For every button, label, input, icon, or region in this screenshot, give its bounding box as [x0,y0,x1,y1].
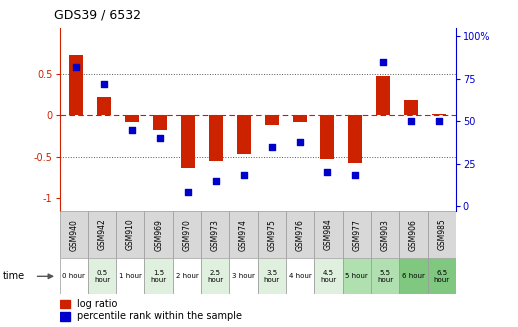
Bar [258,258,286,294]
Bar [258,211,286,258]
Text: 3 hour: 3 hour [232,273,255,279]
Text: GSM940: GSM940 [69,219,78,250]
Text: GSM977: GSM977 [352,219,361,250]
Bar [116,258,145,294]
Text: 6 hour: 6 hour [402,273,425,279]
Point [128,127,136,132]
Bar [321,115,335,159]
Bar [229,211,258,258]
Text: GSM906: GSM906 [409,219,418,250]
Point [295,139,304,144]
Bar [60,211,88,258]
Point [435,119,443,124]
Bar [201,211,229,258]
Text: GSM985: GSM985 [437,219,446,250]
Bar [371,211,399,258]
Text: 0 hour: 0 hour [62,273,85,279]
Text: 1 hour: 1 hour [119,273,142,279]
Text: GSM973: GSM973 [211,219,220,250]
Text: 3.5
hour: 3.5 hour [264,270,280,283]
Text: 5.5
hour: 5.5 hour [377,270,393,283]
Text: 4 hour: 4 hour [289,273,311,279]
Text: 1.5
hour: 1.5 hour [151,270,167,283]
Bar [69,55,83,115]
Bar [229,258,258,294]
Bar [265,115,279,125]
Text: GSM984: GSM984 [324,219,333,250]
Point [100,81,108,86]
Bar [286,258,314,294]
Bar [173,211,201,258]
Text: 5 hour: 5 hour [346,273,368,279]
Bar [314,258,342,294]
Bar [399,211,427,258]
Bar [173,258,201,294]
Bar [293,115,307,122]
Bar [153,115,167,130]
Text: 2.5
hour: 2.5 hour [207,270,223,283]
Bar [209,115,223,161]
Bar [88,258,116,294]
Text: GSM942: GSM942 [97,219,107,250]
Bar [145,258,173,294]
Point [156,135,164,141]
Point [72,64,80,69]
Bar [432,113,446,115]
Text: GSM910: GSM910 [126,219,135,250]
Bar [60,312,70,321]
Bar [314,211,342,258]
Point [240,173,248,178]
Point [267,144,276,149]
Bar [237,115,251,154]
Bar [376,76,390,115]
Bar [342,258,371,294]
Bar [116,211,145,258]
Bar [97,97,111,115]
Bar [145,211,173,258]
Point [351,173,359,178]
Bar [399,258,427,294]
Bar [371,258,399,294]
Point [379,59,387,64]
Text: time: time [3,271,25,281]
Bar [201,258,229,294]
Text: percentile rank within the sample: percentile rank within the sample [77,311,242,321]
Bar [286,211,314,258]
Point [323,169,332,175]
Text: log ratio: log ratio [77,299,118,309]
Text: GSM975: GSM975 [267,219,277,250]
Text: GDS39 / 6532: GDS39 / 6532 [54,8,141,21]
Text: GSM976: GSM976 [296,219,305,250]
Bar [125,115,139,122]
Bar [427,211,456,258]
Bar [342,211,371,258]
Bar [60,300,70,308]
Bar [349,115,363,164]
Text: GSM903: GSM903 [381,219,390,250]
Bar [181,115,195,168]
Text: 0.5
hour: 0.5 hour [94,270,110,283]
Bar [427,258,456,294]
Text: GSM970: GSM970 [182,219,192,250]
Bar [404,100,418,115]
Text: GSM974: GSM974 [239,219,248,250]
Bar [88,211,116,258]
Text: 4.5
hour: 4.5 hour [321,270,337,283]
Point [407,119,415,124]
Text: 6.5
hour: 6.5 hour [434,270,450,283]
Bar [60,258,88,294]
Text: 2 hour: 2 hour [176,273,198,279]
Point [184,190,192,195]
Point [212,178,220,183]
Text: GSM969: GSM969 [154,219,163,250]
